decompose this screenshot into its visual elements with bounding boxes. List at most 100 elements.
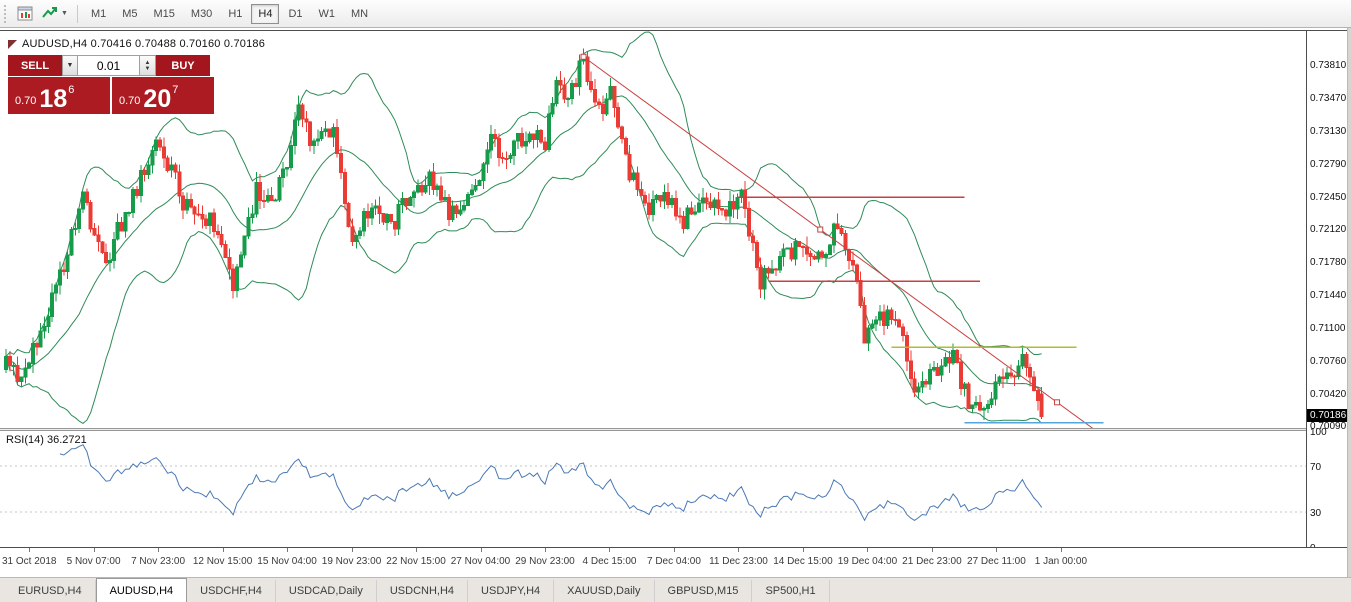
time-axis-tick bbox=[931, 548, 933, 552]
price-axis-label: 0.71780 bbox=[1310, 256, 1347, 268]
timeframe-button-m1[interactable]: M1 bbox=[90, 7, 107, 20]
chevron-down-icon: ▼ bbox=[144, 65, 151, 72]
price-axis-label: 0.73470 bbox=[1310, 93, 1347, 105]
rsi-axis-label: 100 bbox=[1310, 427, 1327, 438]
new-chart-icon[interactable] bbox=[13, 3, 37, 25]
chart-tab-gbpusd-m15[interactable]: GBPUSD,M15 bbox=[655, 580, 753, 602]
timeframe-button-m15[interactable]: M15 bbox=[153, 7, 175, 20]
time-axis-tick bbox=[158, 548, 160, 552]
time-axis-tick bbox=[287, 548, 289, 552]
time-axis-tick bbox=[222, 548, 224, 552]
time-axis-label: 12 Nov 15:00 bbox=[192, 556, 253, 567]
toolbar-separator bbox=[76, 4, 78, 23]
price-axis-label: 0.72450 bbox=[1310, 192, 1347, 204]
chart-tab-usdcnh-h4[interactable]: USDCNH,H4 bbox=[377, 580, 469, 602]
sell-button[interactable]: SELL bbox=[8, 55, 62, 76]
chart-tab-usdcad-daily[interactable]: USDCAD,Daily bbox=[276, 580, 377, 602]
time-axis-tick bbox=[1060, 548, 1062, 552]
time-axis-tick bbox=[996, 548, 998, 552]
price-axis-label: 0.71100 bbox=[1310, 322, 1346, 334]
chart-tab-usdchf-h4[interactable]: USDCHF,H4 bbox=[187, 580, 276, 602]
time-axis-tick bbox=[673, 548, 675, 552]
timeframe-button-h4[interactable]: H4 bbox=[251, 3, 280, 24]
chart-tab-xauusd-daily[interactable]: XAUUSD,Daily bbox=[554, 580, 655, 602]
indicator-arrows-glyph bbox=[42, 7, 57, 18]
price-axis-label: 0.70760 bbox=[1310, 355, 1347, 367]
time-axis-label: 22 Nov 15:00 bbox=[386, 556, 446, 567]
time-axis-label: 27 Nov 04:00 bbox=[450, 556, 511, 567]
timeframe-button-group: M1 M5 M15 M30 H1 H4 D1 W1 MN bbox=[83, 3, 376, 24]
price-axis-label: 0.73810 bbox=[1310, 60, 1347, 72]
price-axis-label: 0.70090 bbox=[1310, 420, 1347, 432]
bid-pips: 18 bbox=[39, 85, 68, 113]
time-axis-tick bbox=[802, 548, 804, 552]
price-axis: 0.70186 0.73810 0.73470 0.73130 0.72790 0.72… bbox=[1306, 30, 1348, 554]
trendline[interactable] bbox=[580, 53, 1096, 428]
timeframe-button-h1[interactable]: H1 bbox=[228, 7, 243, 20]
toolbar-grip[interactable] bbox=[4, 4, 10, 23]
price-axis-label: 0.72120 bbox=[1310, 224, 1347, 236]
volume-input[interactable] bbox=[78, 55, 140, 76]
time-axis-label: 19 Nov 23:00 bbox=[321, 556, 382, 567]
time-axis-tick bbox=[416, 548, 418, 552]
price-axis-label: 0.71440 bbox=[1310, 289, 1347, 301]
candlestick-chart-canvas[interactable] bbox=[0, 31, 1306, 428]
panel-splitter[interactable] bbox=[0, 428, 1347, 431]
chart-tab-audusd-h4[interactable]: AUDUSD,H4 bbox=[95, 578, 188, 602]
time-axis-label: 5 Nov 07:00 bbox=[66, 556, 121, 567]
chart-tab-sp500-h1[interactable]: SP500,H1 bbox=[752, 580, 830, 602]
time-axis-label: 1 Jan 00:00 bbox=[1034, 556, 1088, 567]
time-axis-tick bbox=[867, 548, 869, 552]
time-axis-label: 31 Oct 2018 bbox=[2, 556, 57, 567]
one-click-trade-panel: SELL ▼ ▲ ▼ BUY 0.70 18 6 0.70 20 7 bbox=[8, 55, 214, 114]
chart-tab-eurusd-h4[interactable]: EURUSD,H4 bbox=[5, 580, 96, 602]
chevron-down-icon: ▼ bbox=[61, 10, 68, 17]
timeframe-button-m5[interactable]: M5 bbox=[122, 7, 138, 20]
volume-dropdown-button[interactable]: ▼ bbox=[62, 55, 78, 76]
time-axis-label: 14 Dec 15:00 bbox=[773, 556, 833, 567]
chevron-up-icon: ▲ bbox=[144, 59, 151, 66]
current-price-badge: 0.70186 bbox=[1307, 408, 1348, 422]
time-axis-tick bbox=[480, 548, 482, 552]
bid-point: 6 bbox=[68, 84, 75, 96]
rsi-indicator-panel[interactable]: RSI(14) 36.2721 bbox=[0, 431, 1306, 547]
up-candles bbox=[4, 48, 1025, 421]
toolbar: ▼ M1 M5 M15 M30 H1 H4 D1 W1 MN bbox=[0, 0, 1351, 28]
down-candles bbox=[7, 50, 1044, 419]
one-click-toggle-icon[interactable] bbox=[8, 40, 17, 49]
buy-button[interactable]: BUY bbox=[156, 55, 210, 76]
time-axis-label: 15 Nov 04:00 bbox=[257, 556, 317, 567]
timeframe-button-m30[interactable]: M30 bbox=[190, 7, 213, 20]
timeframe-button-d1[interactable]: D1 bbox=[288, 7, 303, 20]
volume-stepper[interactable]: ▲ ▼ bbox=[140, 55, 156, 76]
rsi-value-label: RSI(14) 36.2721 bbox=[6, 434, 87, 446]
timeframe-button-mn[interactable]: MN bbox=[351, 7, 369, 20]
ask-price-button[interactable]: 0.70 20 7 bbox=[112, 77, 214, 114]
time-axis-label: 27 Dec 11:00 bbox=[967, 556, 1026, 567]
time-axis-tick bbox=[93, 548, 95, 552]
time-axis-tick bbox=[29, 548, 31, 552]
chart-tab-usdjpy-h4[interactable]: USDJPY,H4 bbox=[468, 580, 555, 602]
price-axis-label: 0.70420 bbox=[1310, 388, 1347, 400]
price-axis-label: 0.73130 bbox=[1310, 126, 1347, 138]
chevron-down-icon: ▼ bbox=[66, 62, 74, 69]
time-axis-label: 29 Nov 23:00 bbox=[515, 556, 575, 567]
bid-price-button[interactable]: 0.70 18 6 bbox=[8, 77, 110, 114]
ask-point: 7 bbox=[172, 84, 179, 96]
ask-base: 0.70 bbox=[119, 95, 141, 107]
rsi-axis-label: 70 bbox=[1310, 461, 1322, 473]
bid-base: 0.70 bbox=[15, 95, 37, 107]
price-axis-label: 0.72790 bbox=[1310, 159, 1347, 171]
indicators-dropdown-icon[interactable]: ▼ bbox=[37, 3, 72, 25]
time-axis-tick bbox=[738, 548, 740, 552]
rsi-chart-canvas[interactable] bbox=[0, 431, 1306, 547]
rsi-axis-label: 30 bbox=[1310, 508, 1322, 520]
horizontal-lines[interactable] bbox=[737, 196, 1104, 424]
timeframe-button-w1[interactable]: W1 bbox=[318, 7, 336, 20]
window-edge-strip bbox=[1347, 28, 1351, 577]
ask-pips: 20 bbox=[143, 85, 172, 113]
time-axis-label: 4 Dec 15:00 bbox=[582, 556, 637, 567]
price-chart-panel[interactable]: AUDUSD,H4 0.70416 0.70488 0.70160 0.7018… bbox=[0, 30, 1306, 428]
time-axis-label: 11 Dec 23:00 bbox=[709, 556, 768, 567]
